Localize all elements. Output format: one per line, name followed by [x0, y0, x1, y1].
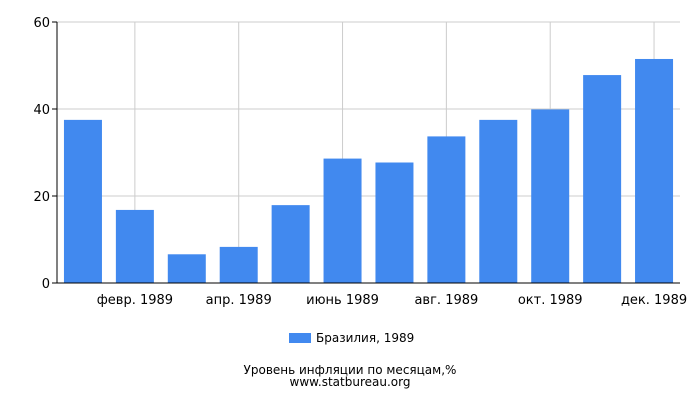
x-tick-label: июнь 1989	[306, 293, 379, 308]
source-url: www.statbureau.org	[290, 375, 411, 389]
legend: Бразилия, 1989	[289, 331, 414, 345]
bar	[479, 119, 518, 283]
bar	[167, 254, 206, 283]
bar	[375, 162, 414, 283]
x-tick-label: февр. 1989	[97, 293, 173, 308]
bar	[63, 119, 102, 283]
y-tick-label: 40	[33, 103, 50, 118]
x-tick-label: авг. 1989	[414, 293, 478, 308]
x-tick-label: апр. 1989	[206, 293, 272, 308]
bars	[63, 58, 674, 283]
y-tick-label: 60	[33, 16, 50, 31]
x-tick-label: дек. 1989	[621, 293, 687, 308]
bar	[115, 209, 154, 283]
legend-swatch	[289, 333, 311, 343]
legend-label: Бразилия, 1989	[316, 331, 414, 345]
chart-caption: Уровень инфляции по месяцам,%	[244, 363, 457, 377]
y-tick-label: 20	[33, 190, 50, 205]
bar	[583, 75, 622, 283]
bar	[271, 205, 310, 283]
bar	[635, 58, 674, 283]
x-tick-label: окт. 1989	[518, 293, 583, 308]
bar	[531, 109, 570, 283]
y-tick-label: 0	[42, 277, 50, 292]
axes	[52, 21, 680, 284]
bar	[323, 158, 362, 283]
tick-labels: 0 20 40 60 февр. 1989 апр. 1989 июнь 1989 авг. …	[33, 16, 687, 308]
bar	[219, 246, 258, 283]
bar	[427, 136, 466, 283]
